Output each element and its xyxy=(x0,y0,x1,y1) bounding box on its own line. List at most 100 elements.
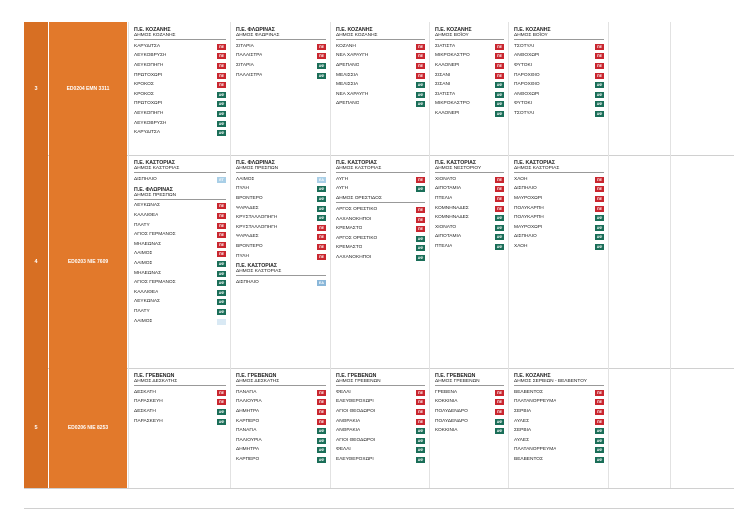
stop-item: ΔΙΣΠΗΛΙΟ ΕΤ xyxy=(134,175,226,185)
stop-type-badge: ΑΦ xyxy=(217,280,226,287)
stop-name: ΑΥΓΗ xyxy=(336,176,349,182)
stop-column: Π.Ε. ΚΟΖΑΝΗΣ ΔΗΜΟΣ ΒΟΪΟΥ ΣΙΑΤΙΣΤΑ ΠΕ ΜΙΚΡΟΚΑ… xyxy=(429,22,508,155)
stop-name: ΠΛΑΤΑΝΟΡΡΕΥΜΑ xyxy=(514,447,557,453)
stop-name: ΚΡΥΣΤΑΛΛΟΠΗΓΗ xyxy=(236,215,278,221)
stop-type-badge: ΑΦ xyxy=(217,299,226,306)
stop-group: Π.Ε. ΦΛΩΡΙΝΑΣ ΔΗΜΟΣ ΠΡΕΣΠΩΝ ΛΕΥΚΩΝΑΣ ΠΕ ΚΑΛΛ… xyxy=(134,187,226,327)
stop-type-badge: ΑΦ xyxy=(217,270,226,277)
stop-name: ΔΡΕΠΑΝΟ xyxy=(336,101,360,107)
municipality-heading: ΔΗΜΟΣ ΚΑΣΤΟΡΙΑΣ xyxy=(514,166,604,173)
stop-type-badge: ΑΦ xyxy=(416,82,425,89)
stop-item: ΧΛΟΗ ΑΦ xyxy=(514,242,604,252)
stop-item: ΨΑΡΑΔΕΣ ΠΕ xyxy=(236,233,326,243)
stop-item: ΠΡΩΤΟΧΩΡΙ ΠΕ xyxy=(134,71,226,81)
stop-type-badge: ΠΕ xyxy=(217,72,226,79)
stop-type-badge: ΠΕ xyxy=(317,224,326,231)
stop-type-badge: ΑΦ xyxy=(217,101,226,108)
stop-type-badge: ΠΕ xyxy=(495,195,504,202)
stop-item: ΛΑΙΜΟΣ ΑΦ xyxy=(134,259,226,269)
stop-type-badge xyxy=(217,318,226,325)
stop-type-badge: ΑΦ xyxy=(495,110,504,117)
stop-group: Π.Ε. ΚΑΣΤΟΡΙΑΣ ΔΗΜΟΣ ΝΕΣΤΟΡΙΟΥ ΧΙΟΝΑΤΟ ΠΕ ΔΙ… xyxy=(435,160,504,252)
stop-item: ΨΑΡΑΔΕΣ ΑΦ xyxy=(236,204,326,214)
municipality-heading: ΔΗΜΟΣ ΣΕΡΒΙΩΝ - ΒΕΛΒΕΝΤΟΥ xyxy=(514,379,604,386)
stop-name: ΔΙΠΟΤΑΜΙΑ xyxy=(435,186,462,192)
stop-name: ΣΙΑΤΙΣΤΑ xyxy=(435,43,456,49)
stop-name: ΚΡΟΚΟΣ xyxy=(134,82,154,88)
stop-group: Π.Ε. ΚΟΖΑΝΗΣ ΔΗΜΟΣ ΚΟΖΑΝΗΣ ΚΟΖΑΝΗ ΠΕ ΝΕΑ ΧΑΡ… xyxy=(336,27,425,109)
stop-item: ΚΟΚΚΙΝΙΑ ΑΦ xyxy=(435,426,504,436)
stop-name: ΠΤΕΛΙΑ xyxy=(435,243,453,249)
stop-item: ΑΝΘΡΑΚΙΑ ΠΕ xyxy=(336,417,425,427)
stop-name: ΠΥΛΗ xyxy=(236,253,249,259)
stop-name: ΚΟΜΝΗΝΑΔΕΣ xyxy=(435,205,469,211)
stop-item: ΔΕΣΚΑΤΗ ΠΕ xyxy=(134,388,226,398)
stop-type-badge: ΠΕ xyxy=(217,43,226,50)
stop-item: ΑΥΛΕΣ ΑΦ xyxy=(514,436,604,446)
stop-type-badge: ΑΦ xyxy=(416,91,425,98)
stop-item: ΚΑΛΛΙΘΕΑ ΠΕ xyxy=(134,211,226,221)
stop-type-badge: ΠΕ xyxy=(217,232,226,239)
region-heading: Π.Ε. ΚΑΣΤΟΡΙΑΣ xyxy=(236,263,278,270)
stop-name: ΤΣΟΤΥΛΙ xyxy=(514,43,534,49)
stop-name: ΣΙΤΑΡΙΑ xyxy=(236,62,254,68)
stop-column: Π.Ε. ΚΑΣΤΟΡΙΑΣ ΔΗΜΟΣ ΝΕΣΤΟΡΙΟΥ ΧΙΟΝΑΤΟ ΠΕ ΔΙ… xyxy=(429,155,508,368)
stop-name: ΠΟΛΥΔΕΝΔΡΟ xyxy=(435,408,468,414)
stop-name: ΑΓΙΟΣ ΓΕΡΜΑΝΟΣ xyxy=(134,232,176,238)
stop-type-badge: ΠΕ xyxy=(495,43,504,50)
stop-item: ΛΕΥΚΟΠΗΓΗ ΑΦ xyxy=(134,109,226,119)
stop-item: ΚΑΡΠΕΡΟ ΑΦ xyxy=(236,455,326,465)
stop-type-badge: ΠΕ xyxy=(595,176,604,183)
stop-type-badge: ΑΦ xyxy=(217,120,226,127)
stop-name: ΑΥΛΕΣ xyxy=(514,418,530,424)
stop-item: ΣΙΤΑΡΙΑ ΑΦ xyxy=(236,61,326,71)
stop-item: ΠΑΛΙΟΥΡΙΑ ΑΦ xyxy=(236,436,326,446)
stop-item: ΠΟΛΥΚΑΡΠΗ ΑΦ xyxy=(514,213,604,223)
region-heading: Π.Ε. ΚΑΣΤΟΡΙΑΣ xyxy=(336,160,378,166)
stop-type-badge: ΑΦ xyxy=(416,254,425,261)
stop-item: ΠΑΡΟΧΘΙΟ ΑΦ xyxy=(514,80,604,90)
stop-item: ΣΙΣΑΝΙ ΠΕ xyxy=(435,71,504,81)
stop-type-badge: ΠΕ xyxy=(595,72,604,79)
stop-type-badge: ΑΦ xyxy=(217,260,226,267)
stop-item: ΔΗΜΗΤΡΑ ΑΦ xyxy=(236,446,326,456)
stop-name: ΓΡΕΒΕΝΑ xyxy=(435,389,458,395)
stop-name: ΠΑΡΑΣΚΕΥΗ xyxy=(134,399,163,405)
stop-item: ΑΡΓΟΣ ΟΡΕΣΤΙΚΟ ΑΦ xyxy=(336,234,425,244)
stop-type-badge: ΠΕ xyxy=(495,72,504,79)
stop-item: ΜΑΥΡΟΧΩΡΙ ΑΦ xyxy=(514,223,604,233)
stop-item: ΛΕΥΚΩΝΑΣ ΠΕ xyxy=(134,202,226,212)
stop-item: ΔΙΠΟΤΑΜΙΑ ΠΕ xyxy=(435,185,504,195)
stop-type-badge: ΑΦ xyxy=(317,186,326,193)
stop-group: Π.Ε. ΚΟΖΑΝΗΣ ΔΗΜΟΣ ΒΟΪΟΥ ΣΙΑΤΙΣΤΑ ΠΕ ΜΙΚΡΟΚΑ… xyxy=(435,27,504,119)
stop-name: ΑΓΙΟΙ ΘΕΟΔΩΡΟΙ xyxy=(336,408,376,414)
stop-item: ΔΡΕΠΑΝΟ ΠΕ xyxy=(336,61,425,71)
stop-type-badge: ΑΦ xyxy=(416,447,425,454)
stop-item: ΔΙΣΠΗΛΙΟ ΠΕ xyxy=(514,185,604,195)
stop-item: ΜΕΛΙΣΣΙΑ ΠΕ xyxy=(336,71,425,81)
stop-item: ΠΥΛΗ ΑΦ xyxy=(236,185,326,195)
stop-type-badge: ΑΦ xyxy=(416,428,425,435)
stop-item: ΚΡΥΣΤΑΛΛΟΠΗΓΗ ΠΕ xyxy=(236,223,326,233)
stop-name: ΣΙΑΤΙΣΤΑ xyxy=(435,91,456,97)
stop-type-badge: ΑΦ xyxy=(416,456,425,463)
stop-type-badge: ΑΦ xyxy=(416,186,425,193)
region-heading: Π.Ε. ΦΛΩΡΙΝΑΣ xyxy=(134,186,173,193)
stop-type-badge: ΑΦ xyxy=(317,205,326,212)
stop-name: ΚΡΥΣΤΑΛΛΟΠΗΓΗ xyxy=(236,224,278,230)
stop-type-badge: ΠΕ xyxy=(495,186,504,193)
stop-name: ΧΙΟΝΑΤΟ xyxy=(435,224,457,230)
region-heading: Π.Ε. ΓΡΕΒΕΝΩΝ xyxy=(435,373,476,379)
stop-group: Π.Ε. ΚΟΖΑΝΗΣ ΔΗΜΟΣ ΣΕΡΒΙΩΝ - ΒΕΛΒΕΝΤΟΥ ΒΕΛ… xyxy=(514,373,604,465)
stop-type-badge: ΠΕ xyxy=(317,418,326,425)
stop-name: ΑΓΙΟΙ ΘΕΟΔΩΡΟΙ xyxy=(336,437,376,443)
stop-name: ΚΑΛΛΙΘΕΑ xyxy=(134,212,159,218)
stop-type-badge: ΑΦ xyxy=(595,215,604,222)
stop-name: ΣΙΣΑΝΙ xyxy=(435,82,451,88)
stop-type-badge: ΠΕ xyxy=(317,53,326,60)
stop-name: ΑΝΘΟΧΩΡΙ xyxy=(514,91,540,97)
stop-type-badge: ΠΕ xyxy=(495,53,504,60)
stop-name: ΔΗΜΗΤΡΑ xyxy=(236,408,260,414)
stop-group: Π.Ε. ΓΡΕΒΕΝΩΝ ΔΗΜΟΣ ΓΡΕΒΕΝΩΝ ΦΕΛΛΙ ΠΕ ΕΛΕΥΘΕ… xyxy=(336,373,425,465)
stop-item: ΚΑΛΟΝΕΡΙ ΑΦ xyxy=(435,109,504,119)
